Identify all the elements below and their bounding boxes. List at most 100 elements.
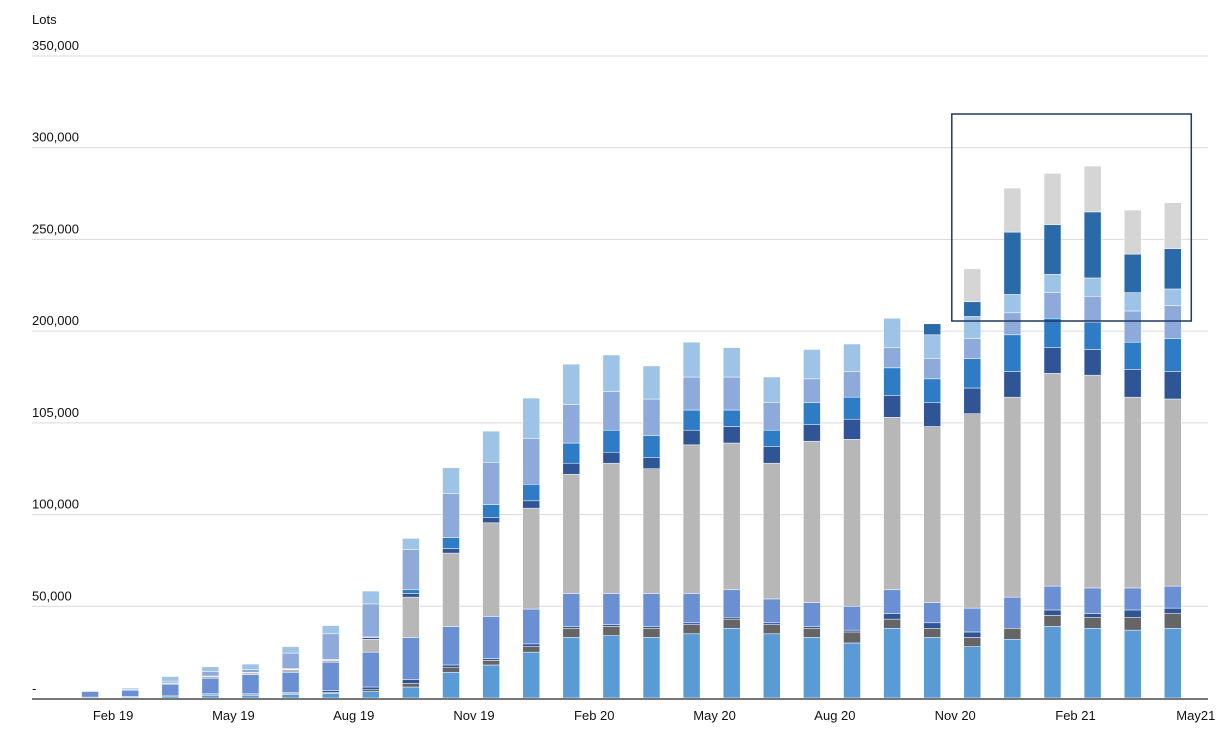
y-tick-label: 105,000 xyxy=(32,405,79,420)
bar-stack xyxy=(963,268,982,699)
bar-segment xyxy=(722,618,741,629)
y-tick-labels: - 50,000 100,000 105,000 200,000 250,000 300,0… xyxy=(32,38,79,696)
bar-segment xyxy=(562,626,581,629)
y-tick-label: 300,000 xyxy=(32,130,79,145)
highlight-rect xyxy=(951,113,1193,322)
bar-segment xyxy=(402,589,420,594)
bar-segment xyxy=(482,658,500,661)
bar-segment xyxy=(442,664,460,668)
bar-segment xyxy=(722,589,741,618)
bar-stack xyxy=(883,318,901,699)
bar-segment xyxy=(562,462,581,475)
bar-stack xyxy=(763,376,781,699)
bar-segment xyxy=(883,589,901,614)
bar-segment xyxy=(803,637,821,699)
bar-segment xyxy=(843,631,861,644)
bar-segment xyxy=(402,596,420,638)
bar-stack xyxy=(201,666,220,699)
bar-segment xyxy=(923,622,941,629)
bar-segment xyxy=(1123,341,1142,370)
bar-segment xyxy=(682,633,701,699)
bar-segment xyxy=(522,438,540,485)
bar-segment xyxy=(883,618,901,629)
bar-stack xyxy=(442,467,460,699)
bar-segment xyxy=(843,396,861,420)
bar-segment xyxy=(923,637,941,699)
bar-segment xyxy=(1123,369,1142,398)
y-tick-label: 100,000 xyxy=(32,497,79,512)
bar-segment xyxy=(522,646,540,653)
bar-segment xyxy=(161,695,180,699)
bar-segment xyxy=(763,633,781,699)
bar-segment xyxy=(1164,338,1182,372)
bar-segment xyxy=(482,517,500,524)
bar-segment xyxy=(642,457,661,469)
bar-segment xyxy=(402,637,420,680)
bar-segment xyxy=(843,343,861,372)
bar-segment xyxy=(1083,628,1102,699)
bar-segment xyxy=(883,318,901,348)
bar-segment xyxy=(1043,347,1062,374)
bar-segment xyxy=(402,679,420,684)
bar-segment xyxy=(241,674,260,695)
highlight-box xyxy=(951,113,1193,322)
bar-segment xyxy=(1083,321,1102,350)
bar-stack xyxy=(923,323,941,699)
bar-segment xyxy=(602,593,621,625)
bar-segment xyxy=(482,462,500,505)
bar-stack xyxy=(1003,187,1022,699)
bar-segment xyxy=(402,549,420,591)
bar-segment xyxy=(923,602,941,624)
bar-segment xyxy=(883,417,901,591)
bar-segment xyxy=(722,376,741,411)
bar-segment xyxy=(843,371,861,398)
bar-segment xyxy=(963,607,982,633)
bar-segment xyxy=(963,316,982,339)
bar-segment xyxy=(1123,587,1142,611)
bar-segment xyxy=(642,365,661,400)
bar-segment xyxy=(1123,609,1142,618)
bar-segment xyxy=(923,323,941,336)
bar-segment xyxy=(522,643,540,647)
bar-segment xyxy=(1003,294,1022,314)
bar-segment xyxy=(803,349,821,380)
bar-segment xyxy=(442,548,460,554)
bar-segment xyxy=(722,426,741,444)
x-tick-label: Aug 20 xyxy=(814,708,855,723)
bar-segment xyxy=(722,442,741,591)
bar-segment xyxy=(1043,609,1062,616)
bar-stack xyxy=(1043,173,1062,699)
bar-stack xyxy=(241,663,260,699)
bar-segment xyxy=(522,484,540,502)
bar-segment xyxy=(1123,209,1142,255)
bar-segment xyxy=(241,694,260,699)
bar-segment xyxy=(1043,173,1062,226)
bar-segment xyxy=(963,301,982,317)
bar-segment xyxy=(722,617,741,620)
bar-segment xyxy=(1123,396,1142,589)
bar-segment xyxy=(1083,374,1102,589)
bar-stack xyxy=(1164,202,1182,699)
bar-segment xyxy=(442,672,460,699)
bar-segment xyxy=(1164,628,1182,699)
bar-segment xyxy=(442,493,460,538)
x-tick-label: May 20 xyxy=(693,708,736,723)
bar-segment xyxy=(1164,202,1182,249)
bar-segment xyxy=(803,626,821,629)
bar-segment xyxy=(763,622,781,625)
bar-segment xyxy=(803,424,821,442)
bar-segment xyxy=(843,439,861,607)
bar-segment xyxy=(1043,224,1062,275)
bar-segment xyxy=(843,642,861,699)
bar-segment xyxy=(1003,371,1022,398)
bar-segment xyxy=(1003,628,1022,640)
bar-stack xyxy=(402,538,420,699)
bar-segment xyxy=(1003,396,1022,598)
bar-stack xyxy=(362,590,380,699)
bar-segment xyxy=(883,367,901,396)
y-tick-label: 200,000 xyxy=(32,313,79,328)
bar-segment xyxy=(562,363,581,405)
bar-segment xyxy=(1003,596,1022,629)
bar-segment xyxy=(642,435,661,458)
